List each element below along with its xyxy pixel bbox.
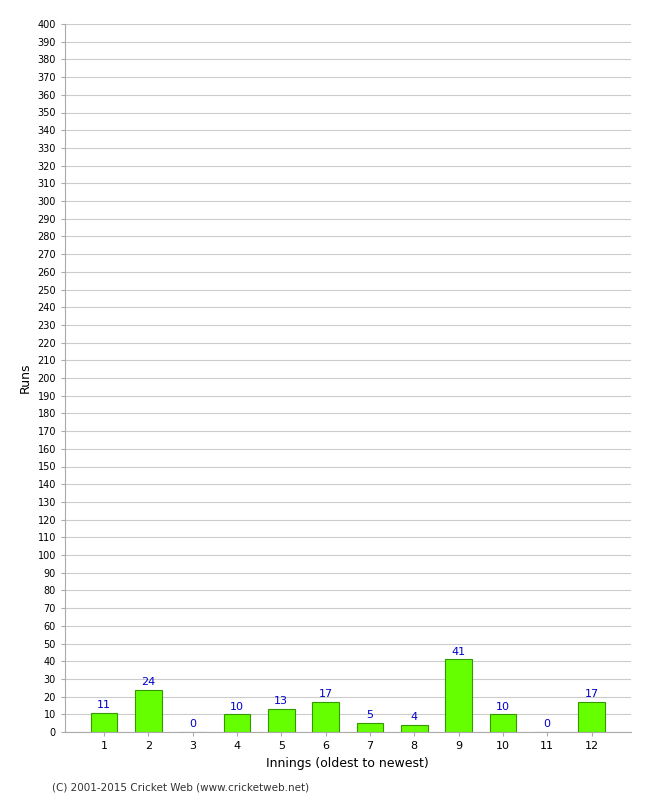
Text: 0: 0 — [189, 719, 196, 730]
Text: 5: 5 — [367, 710, 373, 721]
Bar — [135, 690, 162, 732]
Text: 4: 4 — [411, 712, 418, 722]
Text: 17: 17 — [584, 690, 599, 699]
Text: 0: 0 — [543, 719, 551, 730]
Bar — [401, 725, 428, 732]
Bar — [268, 709, 294, 732]
Text: 11: 11 — [97, 700, 111, 710]
Y-axis label: Runs: Runs — [19, 362, 32, 394]
Bar — [445, 659, 472, 732]
Bar — [357, 723, 384, 732]
Bar — [224, 714, 250, 732]
Bar — [489, 714, 516, 732]
Text: (C) 2001-2015 Cricket Web (www.cricketweb.net): (C) 2001-2015 Cricket Web (www.cricketwe… — [52, 782, 309, 792]
Bar — [578, 702, 604, 732]
Text: 10: 10 — [496, 702, 510, 712]
Text: 10: 10 — [230, 702, 244, 712]
Text: 17: 17 — [318, 690, 333, 699]
Text: 13: 13 — [274, 696, 288, 706]
X-axis label: Innings (oldest to newest): Innings (oldest to newest) — [266, 757, 429, 770]
Bar — [91, 713, 117, 732]
Text: 24: 24 — [141, 677, 155, 687]
Text: 41: 41 — [452, 646, 465, 657]
Bar — [312, 702, 339, 732]
